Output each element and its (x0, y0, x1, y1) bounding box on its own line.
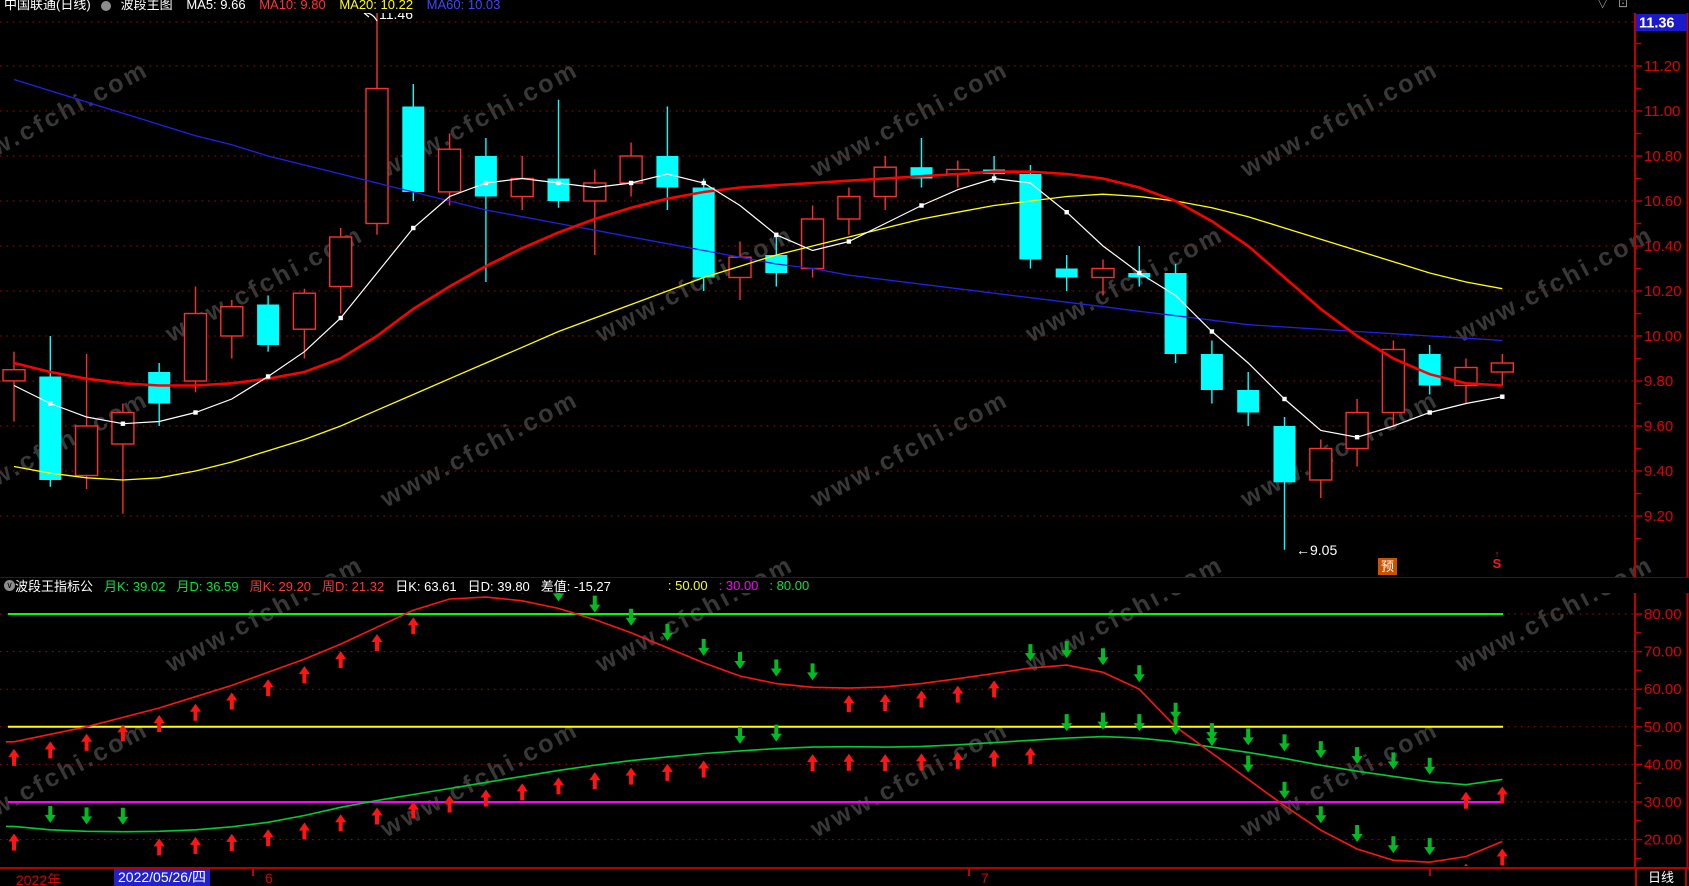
stock-title: 中国联通(日线) (4, 0, 91, 12)
up-arrow-icon: ↑ (1494, 549, 1500, 559)
month-tick (252, 869, 254, 876)
left-arrow-icon: ← (1296, 542, 1310, 558)
svg-text:9.40: 9.40 (1644, 463, 1673, 480)
month-july-label: 7 (981, 870, 989, 886)
svg-text:11.36: 11.36 (1639, 16, 1675, 32)
ma60-value: MA60: 10.03 (426, 0, 501, 12)
low-price-annotation: ←9.05 (1296, 542, 1338, 558)
level-50-value: : 50.00 (667, 578, 708, 593)
restore-window-icon[interactable]: ⊡ (1618, 0, 1629, 10)
svg-text:10.60: 10.60 (1644, 193, 1682, 210)
week-k-value: 周K: 29.20 (249, 579, 312, 594)
svg-text:11.00: 11.00 (1644, 103, 1680, 120)
svg-text:10.00: 10.00 (1644, 328, 1682, 345)
indicator-name[interactable]: 波段王指标公 (15, 579, 94, 594)
warning-badge: 预 (1378, 558, 1398, 575)
svg-text:30.00: 30.00 (1644, 794, 1682, 811)
top-legend-bar: 中国联通(日线) 波段主图 MA5: 9.66 MA10: 9.80 MA20: … (0, 0, 1689, 13)
level-30-value: : 30.00 (718, 578, 759, 593)
selected-date-box[interactable]: 2022/05/26/四 (114, 869, 210, 886)
main-chart-label: 波段主图 (120, 0, 173, 12)
svg-text:10.20: 10.20 (1644, 283, 1682, 300)
svg-text:10.40: 10.40 (1644, 238, 1682, 255)
period-selector[interactable]: 日线 (1635, 869, 1687, 886)
week-d-value: 周D: 21.32 (322, 579, 385, 594)
month-tick (1429, 869, 1431, 876)
legend-line: 中国联通(日线) 波段主图 MA5: 9.66 MA10: 9.80 MA20: … (4, 0, 510, 13)
day-d-value: 日D: 39.80 (467, 579, 530, 594)
svg-text:50.00: 50.00 (1644, 719, 1682, 736)
indicator-dot-icon (100, 0, 111, 11)
chevron-down-icon[interactable]: ▽ (1598, 0, 1608, 10)
ma5-value: MA5: 9.66 (186, 0, 246, 12)
svg-text:10.80: 10.80 (1644, 148, 1682, 165)
time-axis-bar: 2022年 2022/05/26/四 6 7 日线 (0, 867, 1689, 886)
sell-signal-marker: ↑ S (1490, 549, 1504, 571)
year-label: 2022年 (16, 872, 62, 886)
svg-text:60.00: 60.00 (1644, 681, 1682, 698)
svg-text:9.20: 9.20 (1644, 508, 1673, 525)
svg-text:40.00: 40.00 (1644, 756, 1682, 773)
diff-value: 差值: -15.27 (540, 579, 611, 594)
level-80-value: : 80.00 (769, 578, 810, 593)
month-june-label: 6 (265, 870, 273, 886)
svg-text:20.00: 20.00 (1644, 832, 1682, 849)
svg-text:70.00: 70.00 (1644, 644, 1682, 661)
day-k-value: 日K: 63.61 (395, 579, 457, 594)
ma10-value: MA10: 9.80 (259, 0, 326, 12)
month-k-value: 月K: 39.02 (104, 579, 166, 594)
svg-text:11.20: 11.20 (1644, 58, 1680, 75)
indicator-header-bar: ∨ 波段王指标公 月K: 39.02 月D: 36.59 周K: 29.20 周… (0, 577, 1689, 594)
month-d-value: 月D: 36.59 (176, 579, 239, 594)
svg-text:9.80: 9.80 (1644, 373, 1673, 390)
svg-text:9.60: 9.60 (1644, 418, 1673, 435)
month-tick (968, 869, 970, 876)
collapse-indicator-icon[interactable]: ∨ (4, 580, 15, 591)
svg-text:80.00: 80.00 (1644, 606, 1682, 623)
ma20-value: MA20: 10.22 (339, 0, 414, 12)
